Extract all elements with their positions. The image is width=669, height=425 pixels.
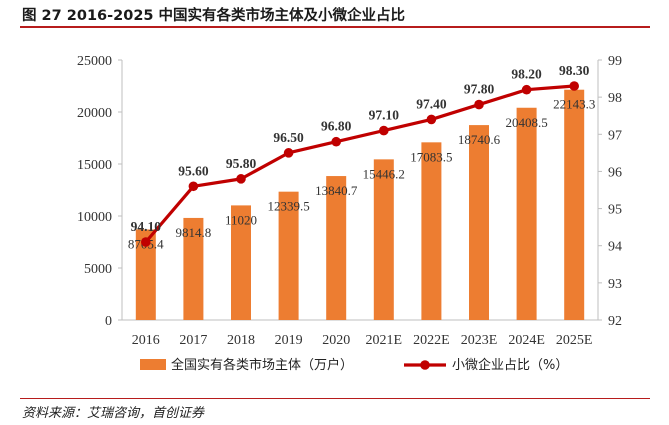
line-value-label: 97.40 bbox=[416, 96, 447, 111]
bar bbox=[373, 159, 394, 320]
bar bbox=[516, 107, 537, 320]
bar bbox=[278, 191, 299, 320]
bar bbox=[326, 176, 347, 320]
legend: 全国实有各类市场主体（万户） 小微企业占比（%） bbox=[140, 357, 568, 373]
line-value-label: 98.20 bbox=[511, 67, 542, 82]
y-right-tick-label: 99 bbox=[608, 54, 622, 69]
bar-value-label: 20408.5 bbox=[505, 115, 547, 130]
bar-value-label: 18740.6 bbox=[458, 132, 501, 147]
x-tick-label: 2022E bbox=[413, 333, 450, 348]
source-divider bbox=[20, 398, 650, 399]
line-value-label: 96.80 bbox=[321, 119, 352, 134]
x-tick-label: 2017 bbox=[179, 333, 207, 348]
y-right-tick-label: 96 bbox=[608, 165, 622, 180]
y-right-tick-label: 94 bbox=[608, 240, 622, 255]
title-divider bbox=[20, 26, 650, 28]
bar-value-label: 12339.5 bbox=[267, 199, 309, 214]
bar-value-label: 11020 bbox=[225, 212, 257, 227]
y-left-tick-label: 10000 bbox=[77, 210, 112, 225]
line-point bbox=[426, 114, 437, 125]
y-right-tick-label: 97 bbox=[608, 128, 622, 143]
chart-title: 图 27 2016-2025 中国实有各类市场主体及小微企业占比 bbox=[22, 8, 406, 24]
line-point bbox=[141, 237, 151, 247]
y-left-tick-label: 20000 bbox=[77, 106, 112, 121]
line-point bbox=[283, 148, 294, 158]
line-point bbox=[331, 136, 342, 147]
y-left-tick-label: 0 bbox=[105, 314, 112, 329]
bar bbox=[564, 89, 585, 320]
bar-series bbox=[135, 89, 585, 320]
x-tick-label: 2019 bbox=[275, 333, 303, 348]
legend-line-marker bbox=[420, 360, 430, 370]
bar-value-label: 9814.8 bbox=[176, 225, 212, 240]
y-right-tick-label: 93 bbox=[608, 277, 622, 292]
y-left-tick-label: 5000 bbox=[84, 262, 112, 277]
line-series bbox=[141, 81, 579, 247]
bar bbox=[183, 217, 204, 320]
y-right-tick-label: 95 bbox=[608, 203, 622, 218]
chart-axes: 0 5000 10000 15000 20000 25000 92 93 94 95 96 97 98 9… bbox=[77, 54, 622, 329]
line-point bbox=[521, 84, 532, 95]
x-tick-label: 2016 bbox=[132, 333, 160, 348]
line-point bbox=[379, 125, 389, 136]
line-value-label: 96.50 bbox=[273, 130, 304, 145]
bar-value-label: 22143.3 bbox=[553, 97, 595, 112]
legend-bar-label: 全国实有各类市场主体（万户） bbox=[171, 357, 353, 373]
bar-value-label: 13840.7 bbox=[315, 183, 358, 198]
line-value-label: 98.30 bbox=[559, 63, 590, 78]
line-point bbox=[474, 99, 484, 110]
line-value-labels: 94.10 95.60 95.80 96.50 96.80 97.10 97.40 97.80… bbox=[131, 63, 590, 234]
bar-value-label: 15446.2 bbox=[363, 166, 405, 181]
line-value-label: 95.80 bbox=[226, 156, 257, 171]
x-axis-tick-labels: 2016 2017 2018 2019 2020 2021E 2022E 2023E 2024E… bbox=[132, 333, 593, 348]
source-note: 资料来源：艾瑞咨询，首创证券 bbox=[22, 406, 205, 421]
legend-line-label: 小微企业占比（%） bbox=[452, 357, 568, 373]
x-tick-label: 2018 bbox=[227, 333, 255, 348]
line-value-label: 95.60 bbox=[178, 163, 209, 178]
y-right-tick-label: 98 bbox=[608, 91, 622, 106]
line-path bbox=[144, 84, 575, 244]
y-left-tick-label: 25000 bbox=[77, 54, 112, 69]
bar bbox=[469, 125, 489, 320]
bar-value-label: 17083.5 bbox=[410, 149, 452, 164]
bar bbox=[231, 205, 251, 320]
x-tick-label: 2025E bbox=[556, 333, 593, 348]
line-point bbox=[188, 181, 199, 192]
line-point bbox=[236, 174, 246, 184]
x-tick-label: 2020 bbox=[322, 333, 350, 348]
y-left-tick-label: 15000 bbox=[77, 158, 112, 173]
x-tick-label: 2024E bbox=[508, 333, 545, 348]
legend-bar-swatch bbox=[140, 359, 166, 370]
line-value-label: 94.10 bbox=[131, 219, 162, 234]
bar bbox=[135, 229, 156, 320]
bar bbox=[421, 142, 442, 320]
x-tick-label: 2021E bbox=[366, 333, 403, 348]
x-tick-label: 2023E bbox=[461, 333, 498, 348]
bar-value-labels: 8705.49814.81102012339.513840.715446.217… bbox=[128, 97, 595, 252]
line-value-label: 97.10 bbox=[369, 108, 400, 123]
line-value-label: 97.80 bbox=[464, 82, 495, 97]
y-right-tick-label: 92 bbox=[608, 314, 622, 329]
line-point bbox=[569, 81, 579, 91]
